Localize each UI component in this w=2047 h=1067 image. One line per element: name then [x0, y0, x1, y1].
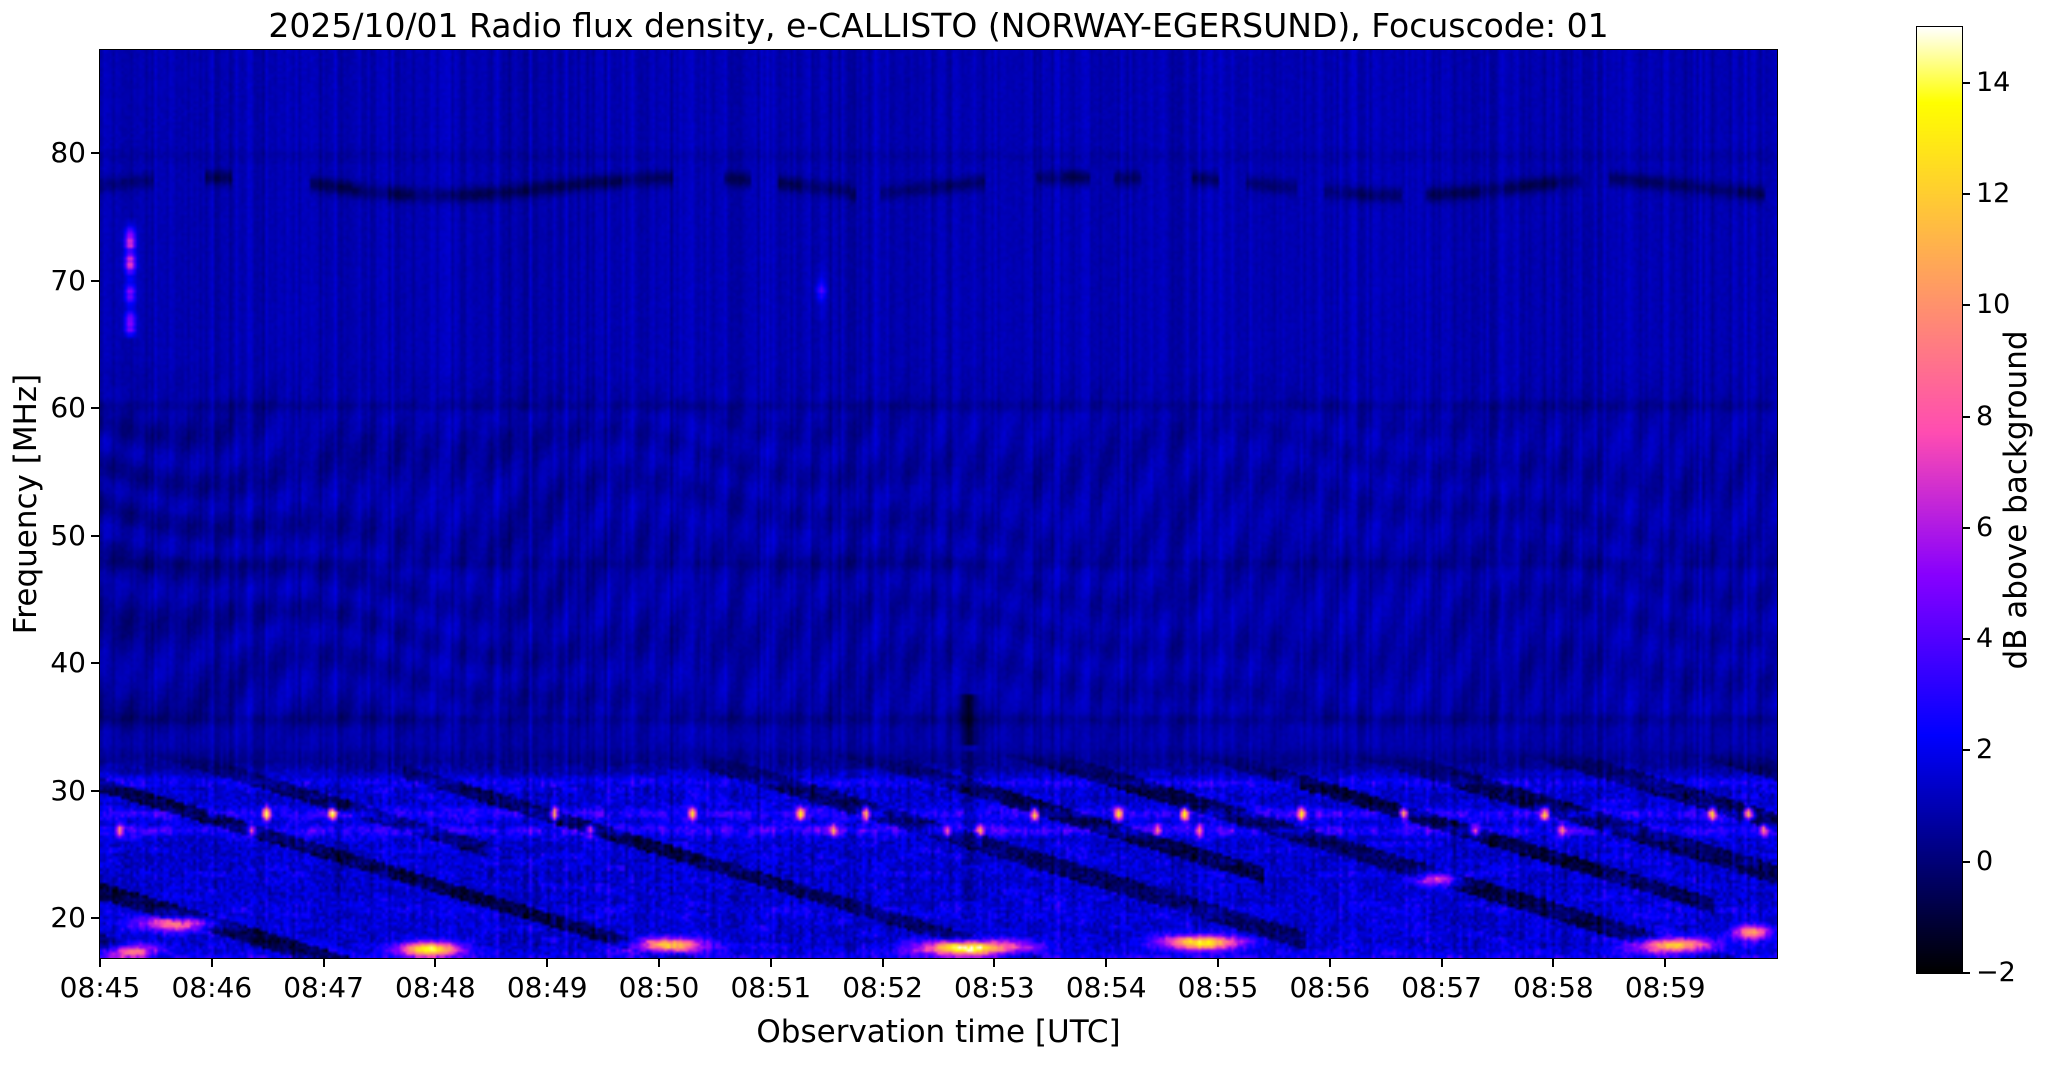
colorbar-tick-mark: [1962, 860, 1970, 863]
colorbar: [1916, 26, 1963, 974]
x-tick-mark: [99, 959, 101, 967]
colorbar-tick-mark: [1962, 304, 1970, 307]
colorbar-tick-mark: [1962, 972, 1970, 974]
colorbar-tick-mark: [1962, 749, 1970, 752]
y-tick-label: 50: [50, 518, 86, 552]
x-tick-mark: [546, 959, 549, 967]
x-tick-mark: [993, 959, 996, 967]
colorbar-tick-label: 6: [1976, 511, 1994, 543]
colorbar-tick-mark: [1962, 415, 1970, 418]
x-tick-mark: [1217, 959, 1219, 967]
x-tick-label: 08:50: [618, 971, 700, 1004]
colorbar-tick-mark: [1962, 526, 1970, 529]
x-tick-label: 08:49: [506, 971, 588, 1004]
colorbar-tick-label: 10: [1976, 289, 2011, 321]
y-tick-mark: [91, 789, 100, 792]
y-tick-label: 30: [50, 773, 86, 807]
y-tick-label: 40: [50, 646, 86, 680]
x-tick-label: 08:57: [1401, 971, 1482, 1004]
y-tick-mark: [91, 279, 100, 282]
y-tick-label: 60: [50, 391, 86, 425]
y-tick-mark: [91, 407, 100, 410]
y-tick-mark: [91, 917, 100, 920]
x-axis-label: Observation time [UTC]: [756, 1014, 1121, 1050]
colorbar-tick-mark: [1962, 192, 1970, 195]
x-tick-mark: [769, 959, 772, 967]
y-tick-mark: [91, 152, 100, 155]
x-tick-mark: [881, 959, 884, 967]
x-tick-label: 08:56: [1289, 971, 1371, 1004]
x-tick-label: 08:59: [1624, 971, 1706, 1004]
x-tick-mark: [1664, 959, 1667, 967]
x-tick-mark: [1328, 959, 1331, 967]
colorbar-tick-label: 2: [1976, 734, 1994, 766]
x-tick-mark: [1105, 959, 1108, 967]
x-tick-mark: [1440, 959, 1443, 967]
x-tick-label: 08:53: [954, 971, 1035, 1004]
x-tick-label: 08:51: [730, 971, 812, 1004]
x-tick-label: 08:45: [59, 971, 141, 1004]
x-tick-mark: [658, 959, 660, 967]
x-tick-label: 08:46: [171, 971, 253, 1004]
x-tick-label: 08:55: [1177, 971, 1259, 1004]
spectrogram-image: [100, 50, 1777, 958]
y-tick-label: 20: [50, 901, 86, 935]
x-tick-mark: [322, 959, 325, 967]
colorbar-gradient: [1917, 27, 1962, 973]
x-tick-label: 08:47: [283, 971, 364, 1004]
colorbar-tick-mark: [1962, 638, 1970, 641]
x-tick-label: 08:54: [1065, 971, 1147, 1004]
x-tick-mark: [434, 959, 437, 967]
colorbar-label: dB above background: [1998, 330, 2034, 670]
chart-title: 2025/10/01 Radio flux density, e-CALLIST…: [268, 6, 1609, 45]
spectrogram-plot: [99, 49, 1778, 959]
x-tick-label: 08:58: [1513, 971, 1594, 1004]
x-tick-mark: [210, 959, 213, 967]
colorbar-tick-label: −2: [1976, 957, 2016, 988]
colorbar-tick-label: 0: [1976, 845, 1994, 877]
colorbar-tick-label: 4: [1976, 623, 1994, 655]
y-tick-label: 80: [50, 136, 86, 170]
x-tick-label: 08:48: [395, 971, 476, 1004]
x-tick-label: 08:52: [842, 971, 923, 1004]
colorbar-tick-label: 14: [1976, 66, 2011, 98]
y-tick-label: 70: [50, 263, 86, 297]
y-tick-mark: [91, 534, 100, 537]
colorbar-tick-label: 8: [1976, 400, 1994, 432]
colorbar-tick-label: 12: [1976, 177, 2011, 209]
colorbar-tick-mark: [1962, 81, 1970, 84]
x-tick-mark: [1552, 959, 1555, 967]
y-tick-mark: [91, 662, 100, 665]
